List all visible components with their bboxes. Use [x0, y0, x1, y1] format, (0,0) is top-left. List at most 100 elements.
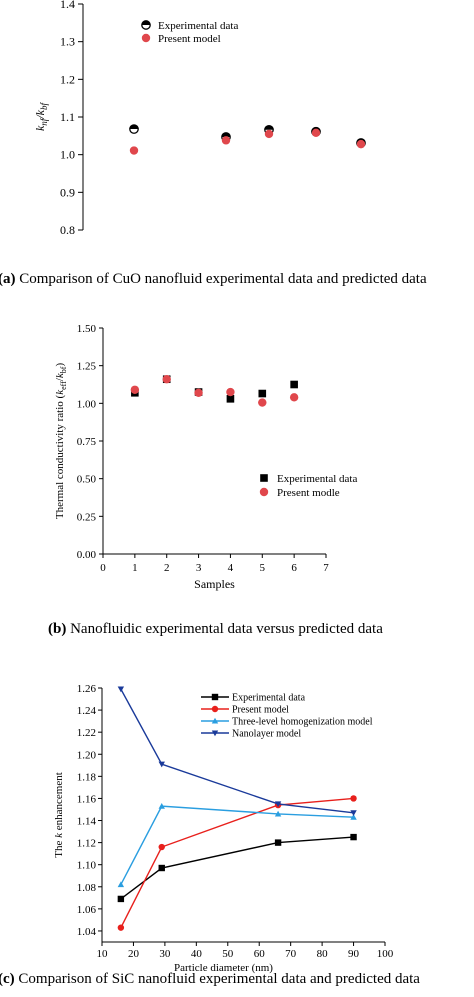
chart-b-ylabel-sub1: eff	[59, 381, 68, 390]
chart-c-point	[350, 814, 357, 820]
chart-a-point-fill	[221, 132, 231, 137]
chart-b-xlabel: Samples	[194, 577, 235, 591]
chart-c-legend-marker	[211, 730, 219, 737]
chart-a-series-1	[129, 128, 366, 155]
chart-c-series-3	[117, 686, 357, 816]
chart-b-xtick-label: 4	[228, 562, 234, 574]
chart-b-ytick-label: 0.25	[77, 511, 97, 523]
chart-b-xtick-label: 5	[260, 562, 266, 574]
chart-c-legend-marker	[211, 693, 219, 701]
chart-c-legend-label: Experimental data	[232, 693, 306, 704]
chart-c-ytick-label: 1.06	[77, 904, 97, 916]
chart-b-ytick-label: 0.75	[77, 436, 97, 448]
chart-c-xtick-label: 50	[222, 948, 234, 960]
chart-c-legend-marker	[211, 705, 219, 713]
chart-b-plot: 0.00 0.25 0.50 0.75 1.00 1.25 1.50 0 1 2 3 4 5 6 7 Samp…	[54, 323, 357, 591]
chart-b-caption-label: (b)	[48, 621, 67, 637]
chart-b-xtick-label: 6	[291, 562, 297, 574]
chart-a-ytick-label: 1.3	[60, 35, 75, 49]
chart-b-series-1	[130, 375, 299, 407]
chart-c: 1.04 1.06 1.08 1.10 1.12 1.14 1.16 1.18 1.20 1.22…	[0, 660, 474, 997]
chart-c-xtick-label: 30	[159, 948, 171, 960]
chart-b-point	[289, 393, 299, 402]
chart-b-legend-marker	[259, 487, 269, 497]
chart-c-legend-label: Three-level homogenization model	[232, 717, 373, 728]
chart-b-series-0	[131, 375, 298, 403]
chart-c-ytick-label: 1.14	[77, 816, 97, 828]
chart-c-series-line	[120, 805, 354, 885]
chart-c-ylabel: The k enhancement	[53, 772, 65, 858]
chart-a-legend-marker	[141, 20, 151, 30]
chart-c-xlabel: Particle diameter (nm)	[174, 962, 273, 974]
chart-b-ytick-label: 0.50	[77, 474, 97, 486]
chart-c-xtick-label: 80	[317, 948, 329, 960]
chart-c-point	[350, 833, 357, 841]
chart-a-point	[129, 124, 139, 134]
chart-c-caption-text: Comparison of SiC nanofluid experimental…	[18, 971, 420, 987]
chart-b-ylabel-k2: k	[54, 372, 66, 378]
chart-c-legend-label: Present model	[232, 705, 289, 716]
chart-a-point	[129, 146, 139, 155]
chart-a-series-0	[129, 124, 366, 148]
chart-b-ylabel-k1: k	[54, 389, 66, 395]
chart-a-point	[356, 139, 366, 149]
chart-b-xtick-label: 0	[100, 562, 106, 574]
chart-c-xtick-label: 60	[254, 948, 266, 960]
chart-b-point	[258, 389, 267, 398]
chart-c-plot: 1.04 1.06 1.08 1.10 1.12 1.14 1.16 1.18 1.20 1.22…	[53, 683, 394, 974]
chart-b-point	[226, 387, 235, 397]
chart-b-xtick-label: 7	[323, 562, 329, 574]
chart-b-point	[258, 398, 267, 407]
chart-b-ytick-label: 1.25	[77, 361, 97, 373]
chart-b-ylabel-slash: /	[54, 377, 66, 381]
chart-c-ytick-label: 1.10	[77, 860, 97, 872]
chart-c-point	[158, 843, 165, 851]
chart-b-ylabel-sub2: bf	[59, 366, 68, 373]
chart-c-ylabel-rest: enhancement	[53, 772, 65, 833]
chart-a-legend-label: Experimental data	[158, 20, 238, 32]
chart-a-ytick-label: 0.8	[60, 223, 75, 237]
chart-a-ylabel: knf/kbf	[33, 102, 49, 132]
chart-b-caption-text: Nanofluidic experimental data versus pre…	[70, 621, 383, 637]
chart-c-point	[158, 864, 165, 872]
chart-c-xtick-label: 90	[348, 948, 360, 960]
chart-c-ytick-label: 1.08	[77, 882, 97, 894]
chart-b-point	[162, 375, 171, 384]
chart-c-ylabel-k: k	[53, 832, 65, 838]
chart-c-point	[117, 924, 125, 931]
chart-a-ytick-label: 1.4	[60, 0, 75, 11]
chart-c-point	[274, 839, 282, 846]
chart-b-ytick-label: 0.00	[77, 549, 97, 561]
chart-b-xtick-label: 1	[132, 562, 138, 574]
chart-c-series-line	[120, 836, 354, 900]
chart-c-xtick-label: 20	[128, 948, 140, 960]
chart-b-ylabel-close: )	[54, 363, 66, 367]
chart-c-point	[117, 895, 125, 903]
chart-a-ytick-label: 0.9	[60, 185, 75, 199]
chart-c-xtick-label: 10	[97, 948, 109, 960]
chart-b-legend-label: Experimental data	[277, 473, 357, 485]
chart-b-point	[290, 380, 298, 389]
chart-b-legend-marker	[260, 474, 268, 482]
chart-c-ytick-label: 1.16	[77, 793, 97, 805]
chart-c-legend-marker	[211, 717, 219, 724]
chart-c-series-line	[120, 688, 354, 814]
chart-a-caption: (a) Comparison of CuO nanofluid experime…	[0, 271, 427, 288]
chart-a-caption-text: Comparison of CuO nanofluid experimental…	[19, 271, 427, 287]
chart-a-point	[221, 136, 231, 145]
chart-b-caption: (b) Nanofluidic experimental data versus…	[48, 621, 383, 638]
chart-a-legend-marker-fill	[141, 20, 151, 25]
chart-b-ytick-label: 1.00	[77, 398, 97, 410]
chart-a-ylabel-sub: nf	[39, 117, 49, 126]
chart-c-xtick-label: 70	[285, 948, 297, 960]
chart-a-ylabel-slash: /k	[33, 109, 47, 119]
chart-a-point	[311, 128, 321, 138]
chart-c-point	[274, 810, 282, 817]
chart-c-point	[350, 795, 357, 802]
chart-b: 0.00 0.25 0.50 0.75 1.00 1.25 1.50 0 1 2 3 4 5 6 7 Samp…	[0, 300, 474, 660]
chart-c-ytick-label: 1.18	[77, 771, 97, 783]
chart-b-xtick-label: 3	[196, 562, 202, 574]
chart-c-ytick-label: 1.20	[77, 749, 97, 761]
chart-a-ytick-label: 1.1	[60, 110, 75, 124]
chart-c-xtick-label: 100	[377, 948, 394, 960]
